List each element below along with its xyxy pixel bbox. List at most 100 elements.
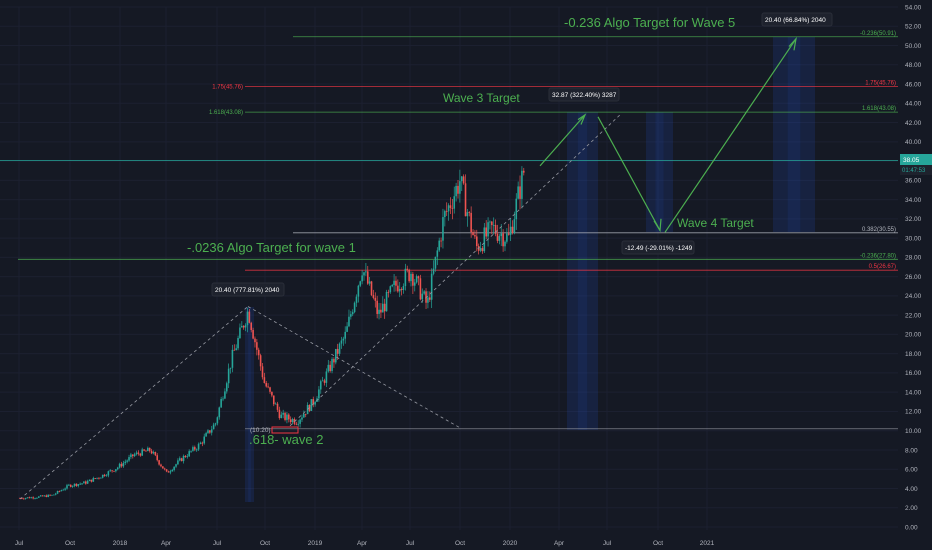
y-axis[interactable]: 0.00 2.00 4.00 6.00 8.00 10.00 12.00 14.00 16.00… [905, 4, 922, 531]
candle-body [447, 205, 450, 212]
candle-body [235, 348, 237, 351]
candle-body [303, 413, 305, 418]
measure-shade-inner [248, 307, 251, 502]
y-tick-label: 52.00 [905, 24, 922, 31]
candle-body [304, 413, 307, 415]
candle-body [139, 453, 142, 456]
candle-body [297, 423, 300, 425]
y-tick-label: 0.00 [905, 524, 918, 531]
candle-body [451, 207, 454, 209]
candle-body [64, 488, 66, 490]
candle-body [56, 490, 59, 494]
candle-body [148, 447, 151, 451]
candle-body [26, 497, 29, 499]
candle-body [167, 471, 170, 473]
x-tick-label: 2019 [308, 540, 323, 547]
candle-body [39, 495, 42, 497]
candle-body [496, 233, 499, 241]
wave5-target-annotation: -0.236 Algo Target for Wave 5 [564, 15, 735, 30]
y-tick-label: 30.00 [905, 235, 922, 242]
candle-body [521, 170, 523, 199]
candle-body [340, 340, 343, 344]
candle-body [391, 285, 394, 287]
candle-body [415, 276, 418, 283]
countdown-tag [900, 165, 932, 175]
fib-level-left-label: 1.618(43.08) [209, 110, 243, 116]
candle-body [43, 495, 46, 497]
x-tick-label: Oct [65, 540, 75, 547]
candle-body [481, 248, 484, 252]
x-tick-label: 2021 [700, 540, 715, 547]
candle-body [402, 286, 405, 290]
x-tick-label: Jul [213, 540, 222, 547]
candle-body [84, 481, 87, 484]
measure-shade-inner [655, 112, 664, 232]
x-tick-label: Oct [653, 540, 663, 547]
candle-body [397, 285, 399, 292]
candle-body [54, 493, 57, 495]
candle-body [272, 395, 275, 405]
candle-body [116, 467, 119, 470]
candle-body [60, 490, 63, 492]
candle-body [186, 456, 189, 458]
candle-body [400, 289, 403, 290]
candle-body [466, 212, 469, 217]
low-value-label: (10.20) [250, 427, 271, 434]
candle-body [145, 450, 147, 452]
y-tick-label: 2.00 [905, 505, 918, 512]
candle-body [222, 398, 224, 400]
candle-body [335, 348, 337, 363]
candle-body [184, 455, 187, 458]
candle-body [299, 419, 301, 424]
candle-body [284, 412, 286, 420]
fib-level-label: 1.75(45.76) [865, 80, 896, 86]
y-tick-label: 10.00 [905, 428, 922, 435]
candle-body [385, 291, 388, 312]
candle-body [445, 211, 448, 212]
candle-body [51, 494, 53, 496]
candle-body [440, 240, 442, 242]
candle-body [218, 407, 221, 418]
y-tick-label: 22.00 [905, 312, 922, 319]
measure-shade-inner [577, 112, 588, 430]
candle-body [246, 311, 249, 326]
candle-body [62, 489, 65, 491]
candle-body [286, 414, 288, 420]
countdown-label: 01:47:53 [902, 168, 926, 174]
candle-body [269, 387, 271, 392]
y-tick-label: 20.00 [905, 332, 922, 339]
wave4-arrowhead [653, 218, 662, 233]
candle-body [30, 497, 33, 499]
candle-body [203, 436, 206, 444]
candle-body [231, 349, 234, 368]
trend-lines [19, 36, 797, 500]
x-tick-label: Jul [603, 540, 612, 547]
candle-body [241, 325, 243, 328]
candle-body [103, 474, 106, 476]
candle-body [444, 211, 446, 218]
candle-body [383, 303, 386, 312]
x-tick-label: Apr [161, 540, 172, 547]
candle-body [173, 466, 175, 470]
x-axis[interactable]: Jul Oct 2018 Apr Jul Oct 2019 Apr Jul Oct 2020 Apr J… [15, 540, 715, 547]
candle-body [248, 311, 251, 323]
candle-body [120, 463, 123, 467]
candle-body [32, 497, 34, 499]
candle-body [472, 232, 474, 236]
measure-shades [245, 37, 815, 502]
candle-body [160, 464, 162, 467]
y-tick-label: 42.00 [905, 120, 922, 127]
x-tick-label: 2020 [503, 540, 518, 547]
fib-level-label: 0.382(30.55) [862, 227, 896, 233]
candle-body [348, 316, 350, 327]
candle-body [519, 186, 521, 199]
candle-body [83, 481, 85, 484]
candle-body [395, 280, 397, 286]
candle-body [242, 325, 245, 328]
measure-shade [773, 37, 815, 232]
candle-body [312, 399, 315, 405]
wave5-arrowhead [788, 36, 797, 51]
candle-body [156, 455, 159, 461]
